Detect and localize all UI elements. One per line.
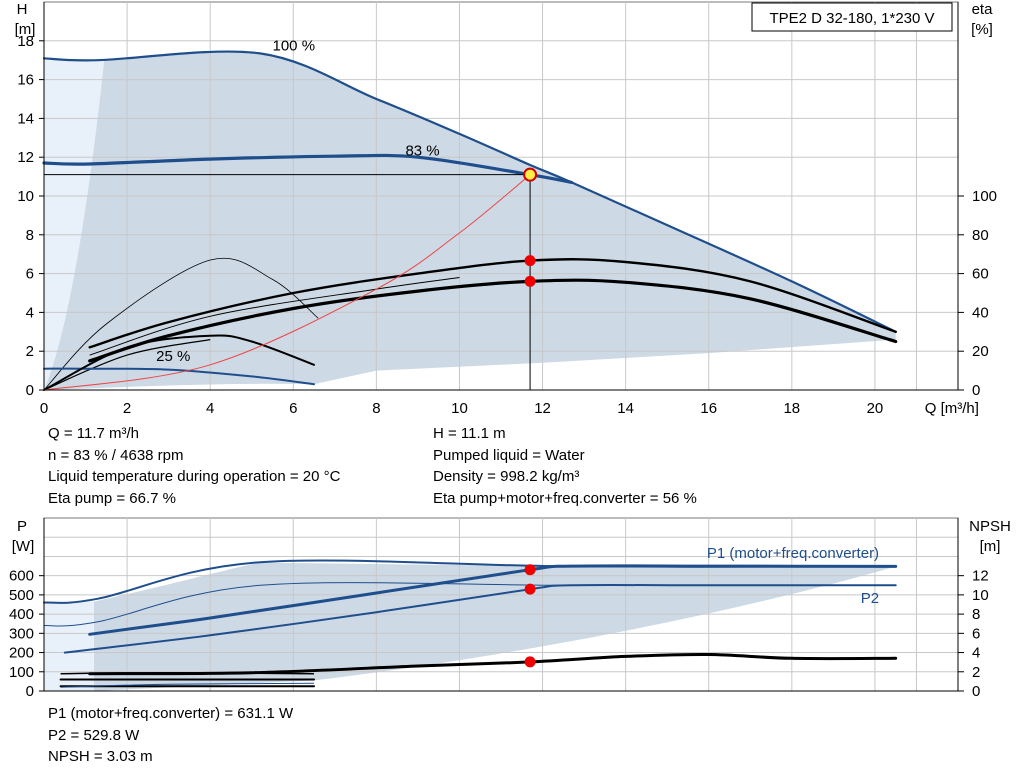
- p2-low-speed-curve: [60, 682, 315, 688]
- bottom-low-flow-region: [44, 601, 94, 691]
- x-tick-label: 10: [451, 400, 468, 417]
- bottom-y-left-tick-label: 0: [26, 683, 34, 700]
- series-eta-pump: [88, 258, 897, 349]
- info-top-left: Q = 11.7 m³/h n = 83 % / 4638 rpm Liquid…: [48, 423, 340, 509]
- x-tick-label: 2: [123, 400, 131, 417]
- chart-title: TPE2 D 32-180, 1*230 V: [769, 10, 934, 27]
- bottom-y-right-tick-label: 2: [972, 664, 980, 681]
- info-flow: Q = 11.7 m³/h: [48, 425, 140, 442]
- series-system-curve: [43, 174, 531, 391]
- y-right-tick-label: 100: [972, 188, 997, 205]
- y-left-tick-label: 6: [26, 266, 34, 283]
- y-left-tick-label: 12: [17, 149, 34, 166]
- info-eta-total: Eta pump+motor+freq.converter = 56 %: [433, 489, 697, 507]
- y-right-tick-label: 80: [972, 227, 989, 244]
- y-left-axis-unit: [m]: [15, 21, 36, 38]
- bottom-y-right-axis-unit: [m]: [980, 538, 1001, 555]
- info-liquid-temperature: Liquid temperature during operation = 20…: [48, 468, 341, 485]
- info-bottom: P1 (motor+freq.converter) = 631.1 W P2 =…: [48, 703, 293, 768]
- speed-label-100: 100 %: [273, 38, 316, 55]
- x-tick-label: 20: [867, 400, 884, 417]
- eta-secondary-thin-curve: [89, 277, 460, 356]
- y-right-axis-unit: [%]: [971, 21, 993, 38]
- speed-label-83: 83 %: [405, 142, 439, 159]
- info-p1: P1 (motor+freq.converter) = 631.1 W: [48, 705, 294, 722]
- bottom-y-right-tick-label: 4: [972, 645, 980, 662]
- top-low-flow-region: [44, 58, 105, 390]
- bottom-y-left-axis-label: P: [17, 518, 27, 535]
- duty-point-head: [523, 167, 538, 182]
- bottom-y-left-axis-unit: [W]: [12, 538, 35, 555]
- duty-point-p1: [524, 564, 536, 576]
- title-box: [751, 2, 953, 32]
- x-tick-label: 4: [206, 400, 214, 417]
- bottom-y-right-tick-label: 8: [972, 606, 980, 623]
- eta-origin-curve: [43, 339, 211, 391]
- info-head: H = 11.1 m: [433, 425, 506, 442]
- x-tick-label: 18: [783, 400, 800, 417]
- bottom-y-left-tick-label: 400: [9, 606, 34, 623]
- y-left-tick-label: 4: [26, 304, 34, 321]
- y-right-tick-label: 0: [972, 382, 980, 399]
- y-right-tick-label: 20: [972, 343, 989, 360]
- x-tick-label: 16: [700, 400, 717, 417]
- series-p2-max: [43, 582, 897, 627]
- series-h-25: [43, 367, 315, 386]
- duty-point-p2: [524, 583, 536, 595]
- bottom-y-right-tick-label: 6: [972, 625, 980, 642]
- duty-point-npsh: [524, 656, 536, 668]
- x-axis-label: Q [m³/h]: [925, 400, 979, 417]
- y-right-axis-label: eta: [972, 1, 994, 18]
- x-tick-label: 14: [617, 400, 634, 417]
- info-pumped-liquid: Pumped liquid = Water: [433, 446, 585, 464]
- x-tick-label: 6: [289, 400, 297, 417]
- x-tick-label: 8: [372, 400, 380, 417]
- npsh-low-speed-curve: [60, 671, 315, 675]
- legend-label-p1: P1 (motor+freq.converter): [707, 545, 879, 562]
- y-right-tick-label: 40: [972, 304, 989, 321]
- legend-label-p2: P2: [861, 590, 879, 607]
- duty-point-eta-total: [524, 275, 536, 287]
- bottom-y-left-tick-label: 100: [9, 664, 34, 681]
- bottom-y-right-axis-label: NPSH: [969, 518, 1011, 535]
- series-p1-max: [43, 559, 897, 604]
- info-density: Density = 998.2 kg/m³: [433, 468, 580, 485]
- info-p2: P2 = 529.8 W: [48, 726, 140, 744]
- info-speed: n = 83 % / 4638 rpm: [48, 446, 184, 464]
- info-eta-pump: Eta pump = 66.7 %: [48, 489, 176, 507]
- top-operating-area: [44, 51, 896, 390]
- y-left-axis-label: H: [17, 1, 28, 18]
- series-h-83: [42, 153, 574, 184]
- y-left-tick-label: 14: [17, 110, 34, 127]
- bottom-y-left-tick-label: 600: [9, 568, 34, 585]
- y-left-tick-label: 10: [17, 188, 34, 205]
- duty-point-eta-pump: [524, 255, 536, 267]
- y-left-tick-label: 8: [26, 227, 34, 244]
- bottom-y-left-tick-label: 200: [9, 645, 34, 662]
- series-eta-low-speed: [43, 334, 315, 391]
- bottom-y-right-tick-label: 12: [972, 568, 989, 585]
- bottom-y-right-tick-label: 10: [972, 587, 989, 604]
- bottom-y-left-tick-label: 500: [9, 587, 34, 604]
- y-left-tick-label: 18: [17, 33, 34, 50]
- series-eta-total: [88, 278, 898, 363]
- y-right-tick-label: 60: [972, 266, 989, 283]
- x-tick-label: 12: [534, 400, 551, 417]
- y-left-tick-label: 16: [17, 72, 34, 89]
- x-tick-label: 0: [40, 400, 48, 417]
- series-h-100: [42, 50, 897, 333]
- speed-label-25: 25 %: [156, 348, 190, 365]
- y-left-tick-label: 2: [26, 343, 34, 360]
- y-left-tick-label: 0: [26, 382, 34, 399]
- eta-low-speed-thin-curve: [43, 257, 319, 391]
- bottom-y-left-tick-label: 300: [9, 625, 34, 642]
- info-npsh: NPSH = 3.03 m: [48, 748, 153, 765]
- bottom-y-right-tick-label: 0: [972, 683, 980, 700]
- info-top-right: H = 11.1 m Pumped liquid = Water Density…: [433, 423, 697, 509]
